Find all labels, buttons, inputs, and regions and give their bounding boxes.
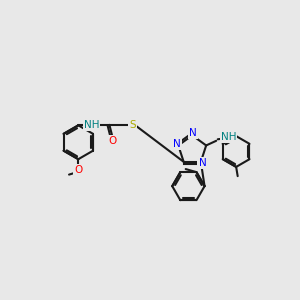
Text: S: S <box>129 120 136 130</box>
Text: N: N <box>173 139 181 149</box>
Text: NH: NH <box>84 119 99 130</box>
Text: N: N <box>199 158 206 168</box>
Text: N: N <box>189 128 197 138</box>
Text: NH: NH <box>221 132 236 142</box>
Text: O: O <box>74 165 82 175</box>
Text: O: O <box>108 136 116 146</box>
